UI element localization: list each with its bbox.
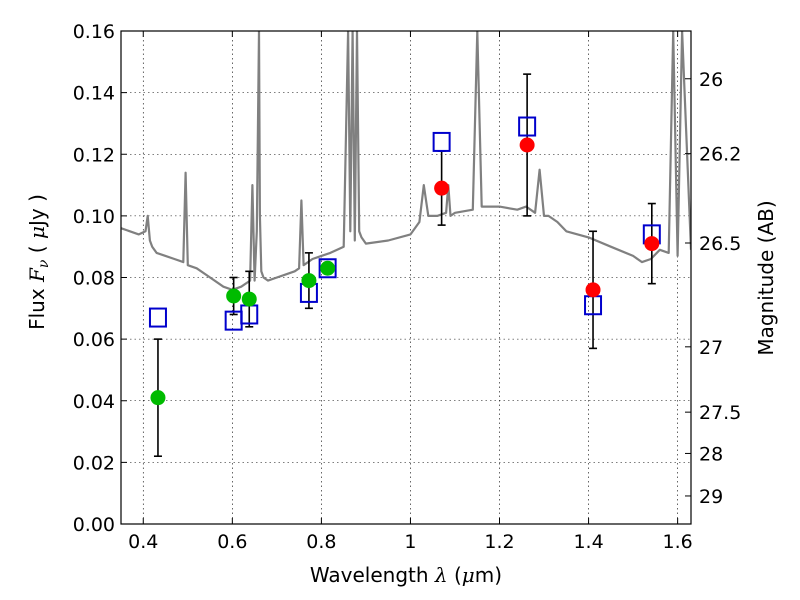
data-point — [241, 291, 257, 307]
y-tick-labels: 0.00 0.02 0.04 0.06 0.08 0.10 0.12 0.14 0.16 — [73, 21, 115, 536]
y2-axis-label: Magnitude (AB) — [754, 200, 778, 355]
spectrum-layer — [121, 31, 691, 291]
y-tick-label: 0.08 — [73, 268, 115, 290]
data-point — [644, 236, 660, 252]
y-tick-label: 0.10 — [73, 206, 115, 228]
y-tick-label: 0.12 — [73, 144, 115, 166]
data-point — [226, 288, 242, 304]
right-tick-label: 26.2 — [699, 144, 741, 166]
x-tick-label: 1.6 — [663, 531, 693, 553]
y-tick-label: 0.00 — [73, 514, 115, 536]
y-axis-label: Flux Fν ( μJy ) — [25, 194, 52, 330]
y-tick-label: 0.16 — [73, 21, 115, 43]
right-tick-label: 29 — [699, 486, 723, 508]
data-point — [519, 137, 535, 153]
right-tick-label: 28 — [699, 443, 723, 465]
x-tick-label: 1.4 — [573, 531, 603, 553]
error-bar-layer — [153, 73, 656, 458]
y-tick-label: 0.06 — [73, 329, 115, 351]
data-point — [434, 180, 450, 196]
x-tick-label: 0.4 — [128, 531, 158, 553]
model-square — [148, 307, 167, 328]
y-tick-label: 0.14 — [73, 83, 115, 105]
x-axis-label: Wavelength λ (μm) — [310, 563, 502, 587]
right-tick-label: 27.5 — [699, 402, 741, 424]
right-tick-label: 26 — [699, 69, 723, 91]
data-point — [585, 282, 601, 298]
y-tick-label: 0.04 — [73, 391, 115, 413]
x-tick-label: 1.2 — [484, 531, 514, 553]
data-point — [150, 390, 166, 406]
grid-lines — [121, 31, 691, 524]
model-square — [518, 116, 537, 137]
y-tick-label: 0.02 — [73, 452, 115, 474]
x-tick-label: 0.6 — [217, 531, 247, 553]
right-tick-labels: 26 26.2 26.5 27 27.5 28 29 — [699, 69, 741, 508]
model-square — [432, 131, 451, 152]
tick-marks — [121, 30, 691, 525]
x-tick-label: 0.8 — [306, 531, 336, 553]
x-tick-labels: 0.4 0.6 0.8 1 1.2 1.4 1.6 — [128, 531, 693, 553]
right-tick-label: 26.5 — [699, 233, 741, 255]
right-tick-label: 27 — [699, 337, 723, 359]
data-point — [320, 260, 336, 276]
data-point — [301, 273, 317, 289]
model-square — [318, 258, 337, 279]
detection-points-layer — [150, 137, 660, 406]
x-tick-label: 1 — [404, 531, 416, 553]
spectrum-line — [121, 31, 691, 291]
